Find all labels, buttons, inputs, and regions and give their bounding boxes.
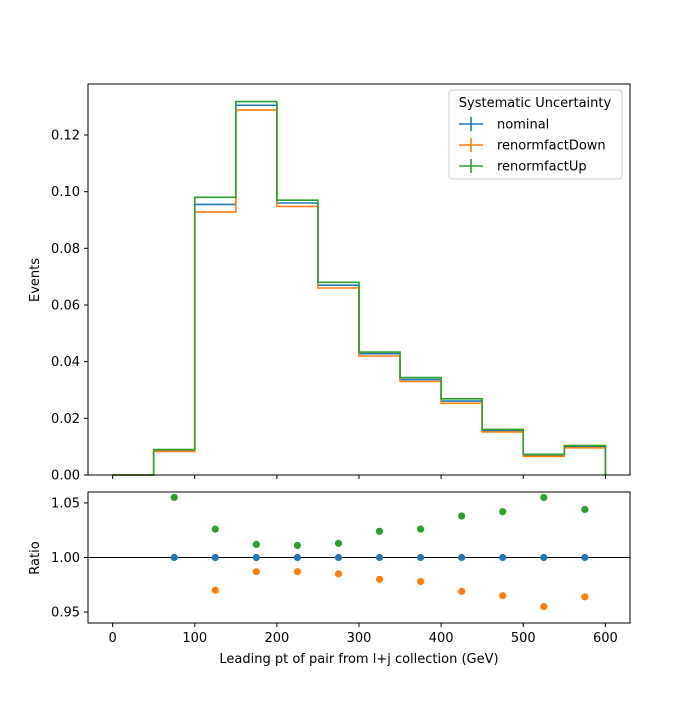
bottom-y-tick-label: 0.95 (51, 606, 80, 621)
top-y-tick-label: 0.00 (51, 469, 80, 484)
ratio-point (375, 527, 384, 535)
ratio-point (416, 553, 425, 562)
ratio-point (499, 592, 507, 600)
histogram-panel: 0.00 0.02 0.04 0.06 0.08 0.10 0.12 Events Syst… (28, 83, 631, 484)
ratio-point (334, 553, 343, 562)
ratio-points (170, 493, 589, 611)
bottom-x-tick-label: 500 (511, 631, 536, 646)
top-x-ticks (112, 475, 606, 479)
x-axis-label: Leading pt of pair from l+j collection (… (219, 652, 498, 667)
ratio-point (540, 603, 548, 611)
ratio-point (499, 553, 507, 562)
bottom-y-ticks: 0.95 1.00 1.05 (51, 496, 88, 621)
ratio-point (211, 586, 219, 594)
ratio-point (211, 553, 219, 562)
ratio-point (375, 553, 384, 562)
ratio-point (458, 553, 466, 562)
legend-label: renormfactUp (497, 160, 587, 175)
ratio-point (416, 525, 425, 533)
ratio-point (252, 568, 260, 576)
bottom-x-tick-label: 0 (108, 631, 116, 646)
bottom-x-ticks: 0 100 200 300 400 500 600 (108, 623, 618, 646)
ratio-point (334, 570, 343, 578)
ratio-point (293, 553, 302, 562)
bottom-plot-frame (87, 491, 631, 624)
ratio-point (170, 553, 178, 562)
top-y-axis-label: Events (28, 258, 43, 302)
ratio-point (581, 593, 589, 601)
top-y-tick-label: 0.06 (51, 299, 80, 314)
bottom-x-tick-label: 600 (593, 631, 618, 646)
histogram-step-line (112, 100, 607, 476)
ratio-point (293, 568, 302, 576)
bottom-x-tick-label: 300 (347, 631, 372, 646)
top-y-ticks: 0.00 0.02 0.04 0.06 0.08 0.10 0.12 (51, 129, 88, 484)
ratio-point (581, 505, 589, 514)
bottom-y-axis-label: Ratio (28, 541, 43, 574)
bottom-x-tick-label: 200 (264, 631, 289, 646)
top-y-tick-label: 0.02 (51, 412, 80, 427)
ratio-point (540, 553, 548, 562)
top-y-tick-label: 0.08 (51, 242, 80, 257)
top-y-tick-label: 0.10 (51, 185, 80, 200)
histogram-series (112, 100, 607, 476)
top-y-tick-label: 0.12 (51, 129, 80, 144)
ratio-point (211, 525, 219, 533)
ratio-point (458, 587, 466, 595)
ratio-point (334, 539, 343, 547)
bottom-y-tick-label: 1.00 (51, 551, 80, 566)
ratio-point (170, 493, 178, 502)
top-y-tick-label: 0.04 (51, 355, 80, 370)
legend-title: Systematic Uncertainty (459, 96, 612, 111)
bottom-x-tick-label: 400 (429, 631, 454, 646)
legend-entries: nominal renormfactDown renormfactUp (459, 117, 606, 175)
legend: Systematic Uncertainty nominal renormfact… (448, 89, 623, 180)
ratio-point (293, 541, 302, 550)
ratio-point (416, 577, 425, 586)
legend-label: nominal (497, 118, 549, 133)
top-plot-frame (87, 83, 631, 476)
ratio-point (499, 508, 507, 516)
ratio-point (581, 553, 589, 562)
ratio-point (458, 512, 466, 520)
bottom-y-tick-label: 1.05 (51, 496, 80, 511)
ratio-point (540, 493, 548, 502)
ratio-point (252, 553, 260, 562)
legend-box (448, 89, 623, 180)
ratio-panel: 0.95 1.00 1.05 0 100 200 300 400 500 600 Ratio L… (28, 491, 631, 667)
bottom-x-tick-label: 100 (182, 631, 207, 646)
ratio-point (375, 575, 384, 583)
legend-label: renormfactDown (497, 139, 606, 154)
ratio-point (252, 540, 260, 549)
